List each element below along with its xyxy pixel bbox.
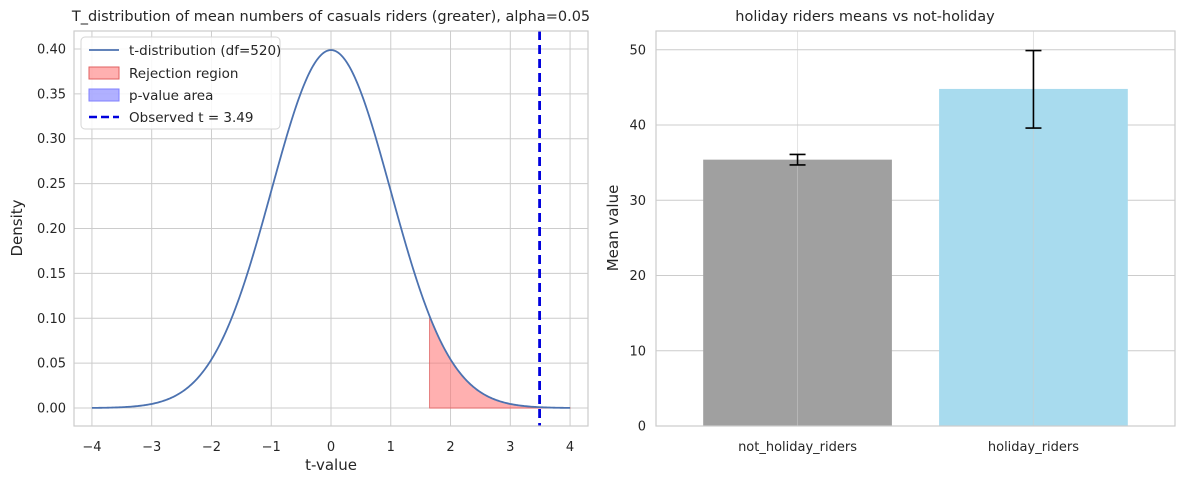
left-y-tick-label: 0.15 bbox=[37, 267, 66, 282]
t-distribution-panel: T_distribution of mean numbers of casual… bbox=[8, 9, 590, 474]
bars bbox=[703, 88, 1128, 426]
right-y-tick-label: 50 bbox=[629, 43, 646, 58]
legend-swatch-rejection bbox=[88, 66, 120, 80]
left-chart-title: T_distribution of mean numbers of casual… bbox=[71, 9, 590, 25]
legend: t-distribution (df=520) Rejection region p… bbox=[80, 36, 281, 130]
left-y-tick-label: 0.35 bbox=[37, 87, 66, 102]
bar-chart-panel: holiday riders means vs not-holiday not_… bbox=[604, 9, 1176, 455]
right-x-tick-label: holiday_riders bbox=[988, 440, 1079, 455]
legend-box bbox=[80, 36, 281, 130]
left-y-tick-label: 0.10 bbox=[37, 312, 66, 327]
legend-swatch-p-value bbox=[88, 88, 120, 102]
right-y-axis-label: Mean value bbox=[604, 185, 622, 272]
left-x-axis-label: t-value bbox=[305, 456, 357, 474]
left-y-tick-label: 0.40 bbox=[37, 42, 66, 57]
left-x-tick-labels: −4 −3 −2 −1 0 1 2 3 4 bbox=[82, 440, 574, 455]
left-x-tick-label: 4 bbox=[566, 440, 574, 455]
legend-label: p-value area bbox=[129, 88, 213, 104]
legend-label: Rejection region bbox=[129, 66, 238, 82]
left-x-tick-label: 1 bbox=[387, 440, 395, 455]
legend-label: Observed t = 3.49 bbox=[129, 110, 254, 126]
right-y-tick-label: 20 bbox=[629, 269, 646, 284]
legend-label: t-distribution (df=520) bbox=[129, 43, 281, 59]
right-chart-title: holiday riders means vs not-holiday bbox=[735, 9, 995, 25]
right-x-tick-label: not_holiday_riders bbox=[738, 440, 857, 455]
left-y-tick-label: 0.00 bbox=[37, 402, 66, 417]
left-x-tick-label: −4 bbox=[82, 440, 101, 455]
error-bars bbox=[789, 49, 1042, 166]
left-y-tick-label: 0.05 bbox=[37, 357, 66, 372]
left-y-tick-labels: 0.00 0.05 0.10 0.15 0.20 0.25 0.30 0.35 0.40 bbox=[37, 42, 66, 416]
right-y-tick-labels: 0 10 20 30 40 50 bbox=[629, 43, 646, 434]
left-y-axis-label: Density bbox=[8, 199, 26, 256]
t-distribution-curve bbox=[91, 49, 571, 409]
right-y-tick-label: 10 bbox=[629, 344, 646, 359]
left-gridlines bbox=[74, 31, 588, 426]
left-y-tick-label: 0.30 bbox=[37, 132, 66, 147]
left-series-lines bbox=[91, 31, 571, 426]
left-x-tick-label: 3 bbox=[506, 440, 514, 455]
left-x-tick-label: −2 bbox=[202, 440, 221, 455]
right-y-tick-label: 30 bbox=[629, 194, 646, 209]
left-y-tick-label: 0.20 bbox=[37, 222, 66, 237]
right-plot-frame bbox=[655, 30, 1176, 427]
right-x-tick-labels: not_holiday_riders holiday_riders bbox=[738, 440, 1079, 455]
left-x-tick-label: 0 bbox=[327, 440, 335, 455]
left-plot-frame bbox=[73, 30, 589, 427]
left-y-tick-label: 0.25 bbox=[37, 177, 66, 192]
right-y-tick-label: 40 bbox=[629, 119, 646, 134]
left-x-tick-label: −3 bbox=[142, 440, 161, 455]
right-y-tick-label: 0 bbox=[638, 420, 646, 435]
left-x-tick-label: −1 bbox=[262, 440, 281, 455]
left-x-tick-label: 2 bbox=[446, 440, 454, 455]
